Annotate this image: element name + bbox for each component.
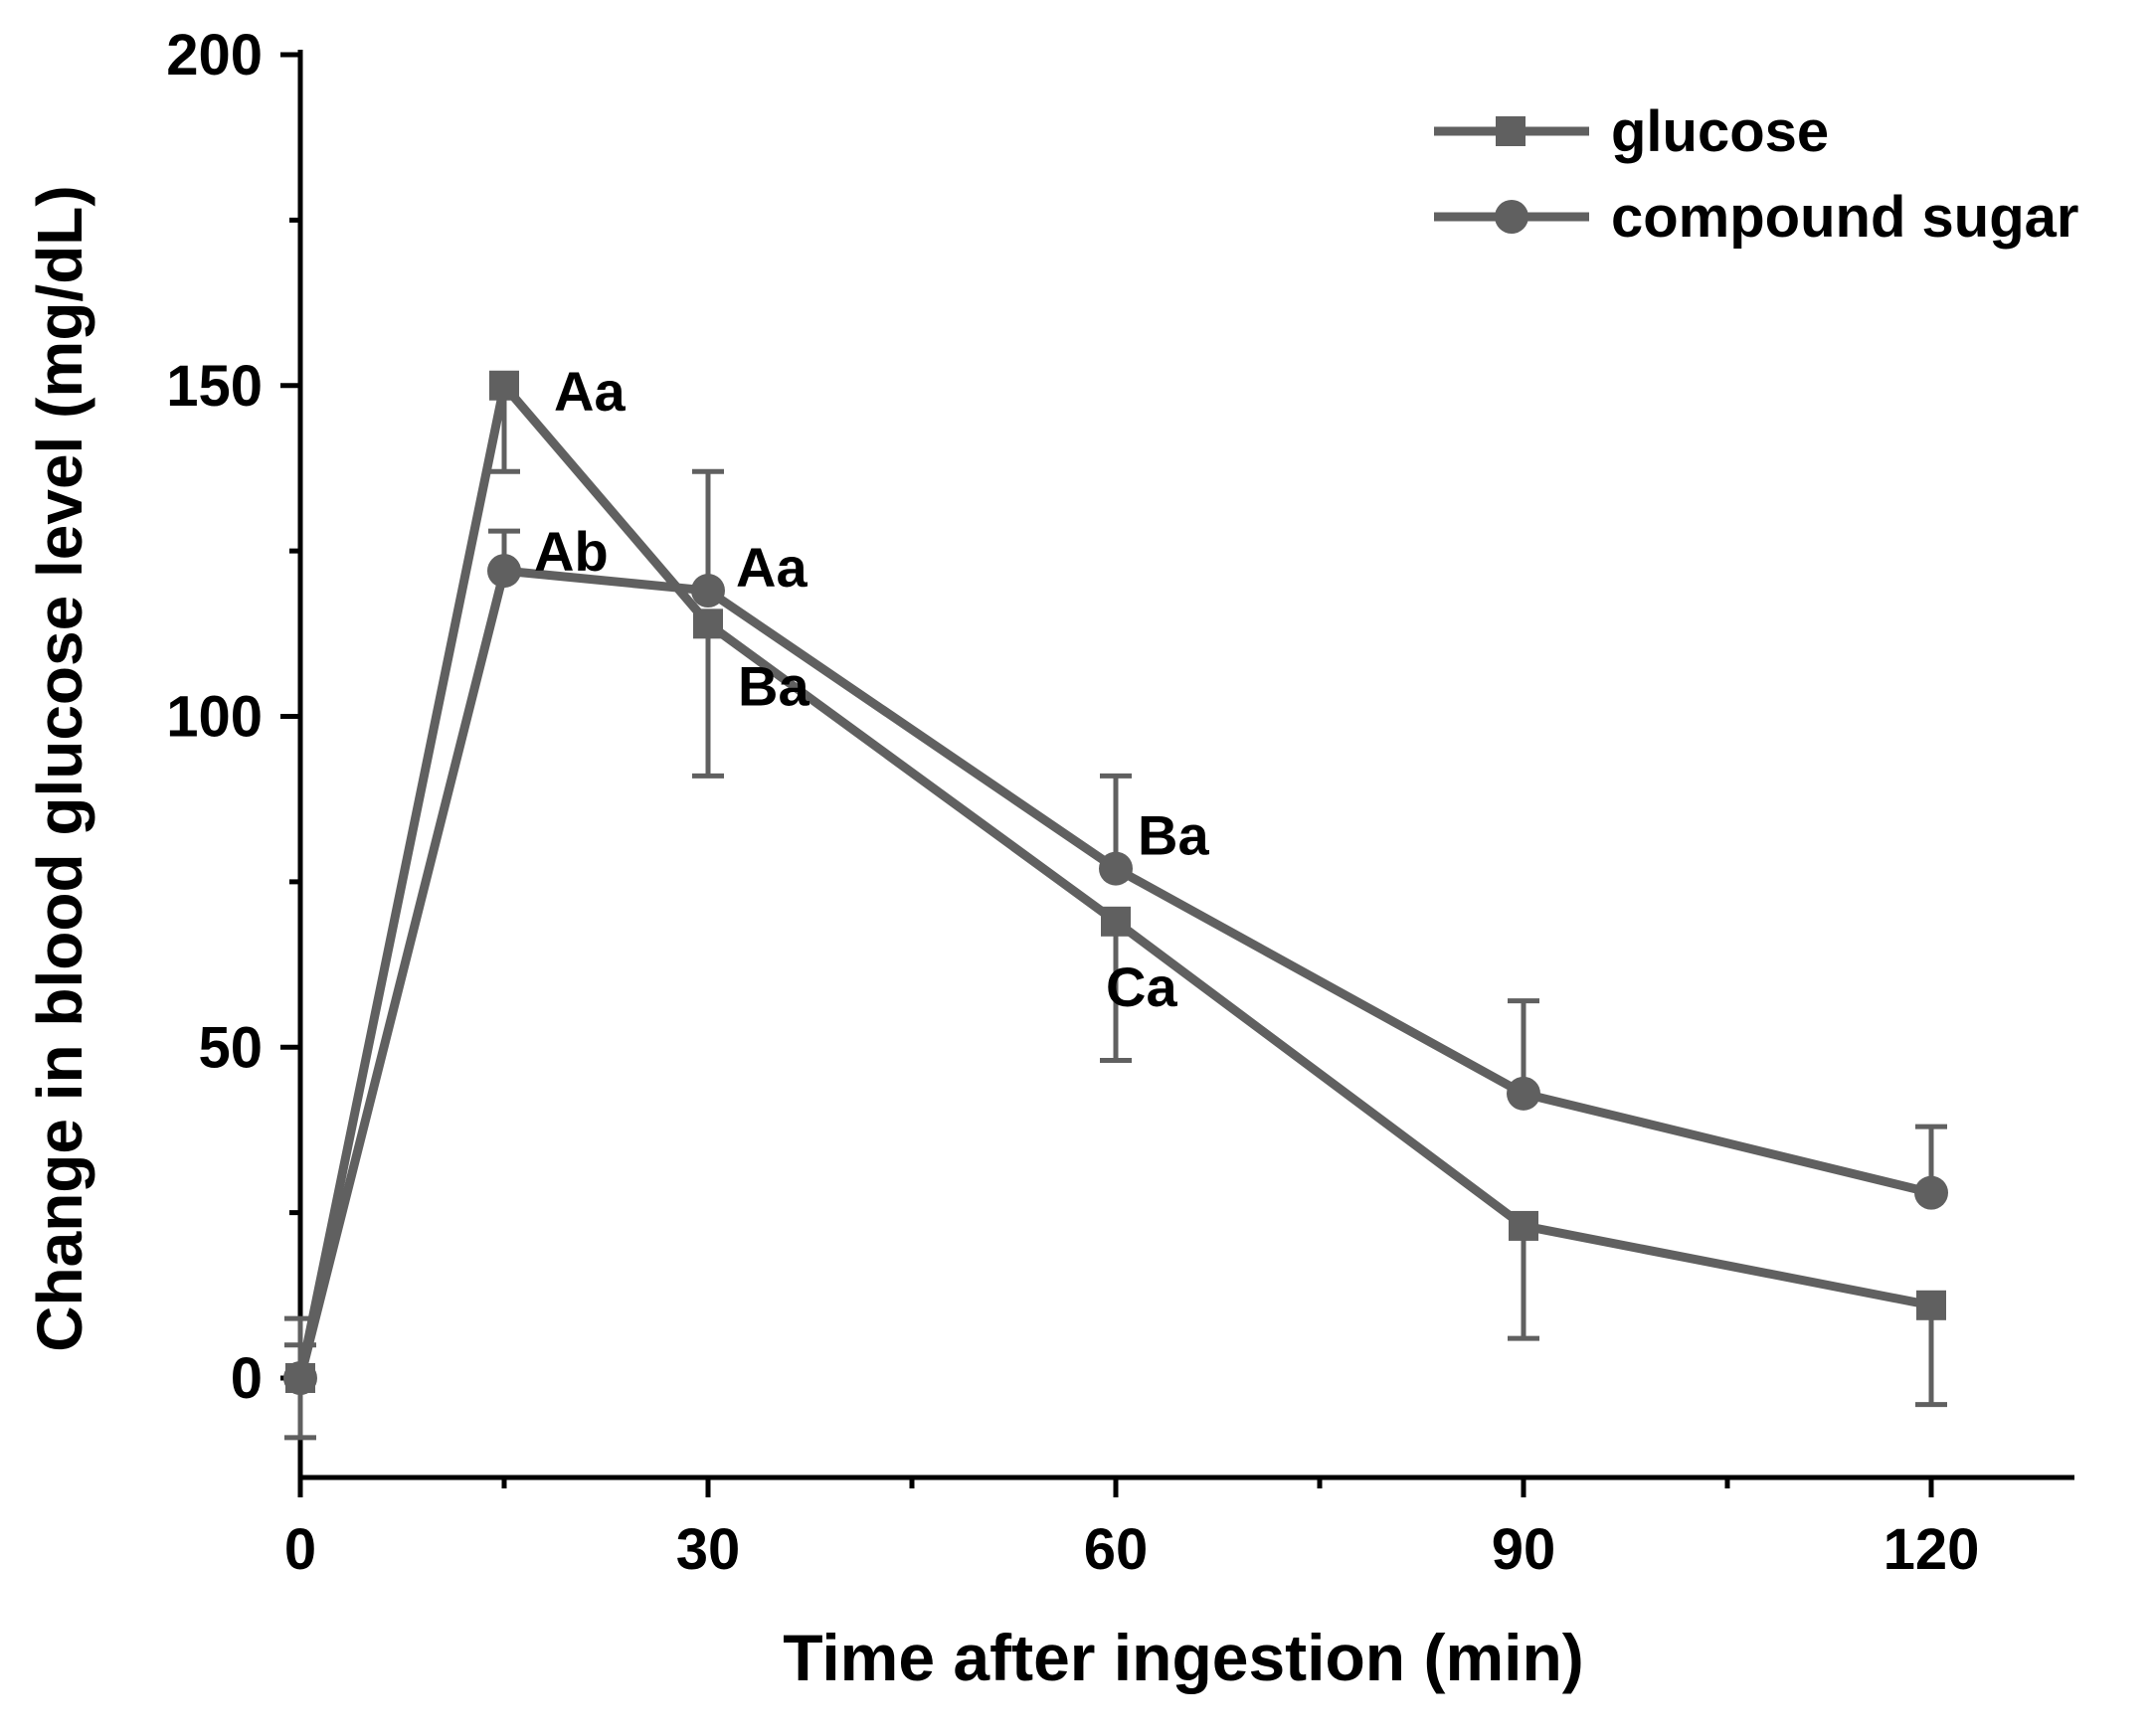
y-axis-title: Change in blood glucose level (mg/dL) bbox=[24, 185, 95, 1351]
x-tick-label: 30 bbox=[676, 1517, 741, 1582]
x-axis-title: Time after ingestion (min) bbox=[783, 1621, 1584, 1694]
series-line bbox=[295, 566, 1933, 1380]
data-point-circle bbox=[1099, 851, 1133, 886]
data-point-square bbox=[1916, 1290, 1946, 1320]
point-label: Ba bbox=[738, 654, 809, 717]
data-point-square bbox=[489, 370, 519, 401]
axis-ticks: 0 50 100 150 200 0 30 60 90 120 bbox=[166, 23, 1979, 1582]
point-label: Ab bbox=[534, 520, 609, 583]
legend-label: glucose bbox=[1611, 99, 1829, 164]
data-series bbox=[283, 370, 1948, 1441]
point-label: Ca bbox=[1106, 955, 1177, 1018]
data-point-square bbox=[693, 608, 723, 639]
y-tick-label: 200 bbox=[166, 23, 263, 87]
data-point-circle bbox=[691, 574, 725, 608]
data-point-circle bbox=[283, 1361, 317, 1395]
point-label: Ba bbox=[1138, 804, 1209, 867]
y-tick-label: 100 bbox=[166, 685, 263, 750]
point-label: Aa bbox=[736, 536, 808, 599]
x-tick-label: 90 bbox=[1492, 1517, 1556, 1582]
legend: glucose compound sugar bbox=[1434, 99, 2078, 250]
point-label: Aa bbox=[554, 360, 626, 423]
x-tick-label: 60 bbox=[1084, 1517, 1149, 1582]
data-point-circle bbox=[1914, 1175, 1948, 1210]
series-compound-sugar bbox=[283, 468, 1948, 1395]
y-tick-label: 50 bbox=[198, 1015, 263, 1080]
data-point-square bbox=[1509, 1210, 1538, 1241]
legend-label: compound sugar bbox=[1611, 185, 2078, 250]
x-tick-label: 0 bbox=[284, 1517, 316, 1582]
series-line bbox=[295, 381, 1932, 1379]
y-tick-label: 0 bbox=[231, 1346, 263, 1411]
point-labels: Aa Ba Ca Ab Aa Ba bbox=[534, 360, 1209, 1018]
data-point-circle bbox=[1507, 1076, 1540, 1111]
y-tick-label: 150 bbox=[166, 354, 263, 419]
series-glucose bbox=[284, 370, 1947, 1441]
x-tick-label: 120 bbox=[1884, 1517, 1980, 1582]
axes bbox=[297, 50, 2074, 1480]
data-point-circle bbox=[487, 554, 521, 589]
legend-item: compound sugar bbox=[1434, 185, 2078, 250]
legend-item: glucose bbox=[1434, 99, 1829, 164]
legend-marker-square bbox=[1496, 116, 1526, 146]
legend-marker-circle bbox=[1495, 200, 1528, 234]
data-point-square bbox=[1101, 906, 1131, 937]
